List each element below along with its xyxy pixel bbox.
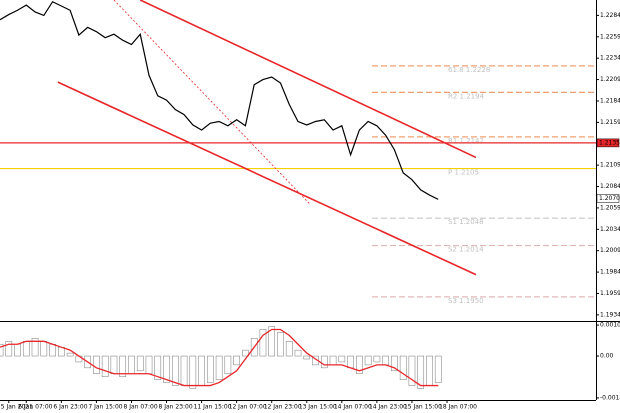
x-tick-label: 18 Jan 07:00 [439,404,477,411]
price-line [0,0,439,200]
y-tick-label: -0.00142 [600,394,620,401]
y-tick-label: 1.2284 [600,12,620,19]
oscillator-bar [66,352,74,357]
y-tick-label: 0.00 [600,353,614,360]
oscillator-bar [171,355,179,386]
y-tick-label: 1.2009 [600,247,620,254]
oscillator-bar [434,355,442,383]
oscillator-bar [119,355,127,377]
oscillator-bar [154,355,162,380]
oscillator-bar [0,343,4,357]
oscillator-bar [163,355,170,383]
oscillator-bar [338,355,346,363]
oscillator-bar [285,341,293,357]
level-label: P 1.2105 [448,169,479,177]
oscillator-bar [356,355,363,374]
oscillator-bar [399,355,407,380]
trend-line [57,81,477,276]
oscillator-bar [215,355,223,380]
oscillator-bar [294,349,302,357]
oscillator-bar [259,329,267,357]
oscillator-bar [136,355,144,372]
y-tick-label: 1.2034 [600,226,620,233]
oscillator-bar [242,349,249,357]
trend-line [113,0,311,205]
y-tick-label: 1.2234 [600,55,620,62]
x-tick-label: 12 Jan 07:00 [229,404,267,411]
price-marker [596,138,620,148]
x-tick-label: 13 Jan 15:00 [299,404,337,411]
x-tick-label: 5 Jan 2021 [1,404,33,411]
oscillator-bar [320,355,328,369]
oscillator-bar [224,355,232,374]
level-label: S1 1.2048 [448,218,484,226]
oscillator-bar [408,355,416,386]
y-tick-label: 1.2259 [600,33,620,40]
y-tick-label: 1.2084 [600,183,620,190]
x-tick-label: 14 Jan 07:00 [334,404,372,411]
oscillator-bar [250,338,258,357]
x-tick-label: 14 Jan 23:00 [369,404,407,411]
level-label: S2 1.2014 [448,246,484,254]
x-tick-label: 11 Jan 15:00 [194,404,232,411]
y-tick-label: 1.2159 [600,119,620,126]
oscillator-bar [233,355,240,366]
y-tick-label: 1.1959 [600,290,620,297]
oscillator-bar [84,355,91,369]
x-tick-label: 6 Jan 07:00 [18,404,52,411]
y-tick-label: 0.00105 [600,322,620,329]
y-tick-label: 1.2184 [600,97,620,104]
signal-line [0,328,439,387]
level-label: R2 1.2194 [448,92,485,100]
x-tick-label: 8 Jan 23:00 [159,404,193,411]
oscillator-bar [391,355,398,372]
y-tick-label: 1.2209 [600,76,620,83]
oscillator-bar [5,341,13,357]
oscillator-bar [303,355,311,360]
oscillator-bar [189,355,197,389]
oscillator-bar [93,355,100,374]
x-tick-label: 15 Jan 15:00 [404,404,442,411]
price-marker [596,194,620,203]
level-label: 61.8 1.2228 [448,66,490,74]
oscillator-bar [277,332,284,357]
x-tick-label: 12 Jan 23:00 [264,404,302,411]
oscillator-bar [373,355,381,363]
x-tick-label: 6 Jan 23:00 [53,404,87,411]
oscillator-bar [417,355,425,389]
x-tick-label: 8 Jan 07:00 [123,404,157,411]
trend-line [139,0,477,159]
level-label: S3 1.1950 [448,297,484,305]
y-tick-label: 1.2059 [600,204,620,211]
oscillator-bar [364,355,372,366]
oscillator-bar [101,355,109,377]
price-marker-label: 1.2070 [599,195,620,202]
price-marker-label: 1.2135 [599,139,620,146]
oscillator-bar [268,326,276,357]
oscillator-bar [207,355,214,383]
y-tick-label: 1.1984 [600,269,620,276]
oscillator-bar [31,338,39,357]
y-tick-label: 1.1934 [600,311,620,318]
y-tick-label: 1.2109 [600,162,620,169]
x-tick-label: 7 Jan 15:00 [88,404,122,411]
level-label: R1 1.2142 [448,137,484,145]
